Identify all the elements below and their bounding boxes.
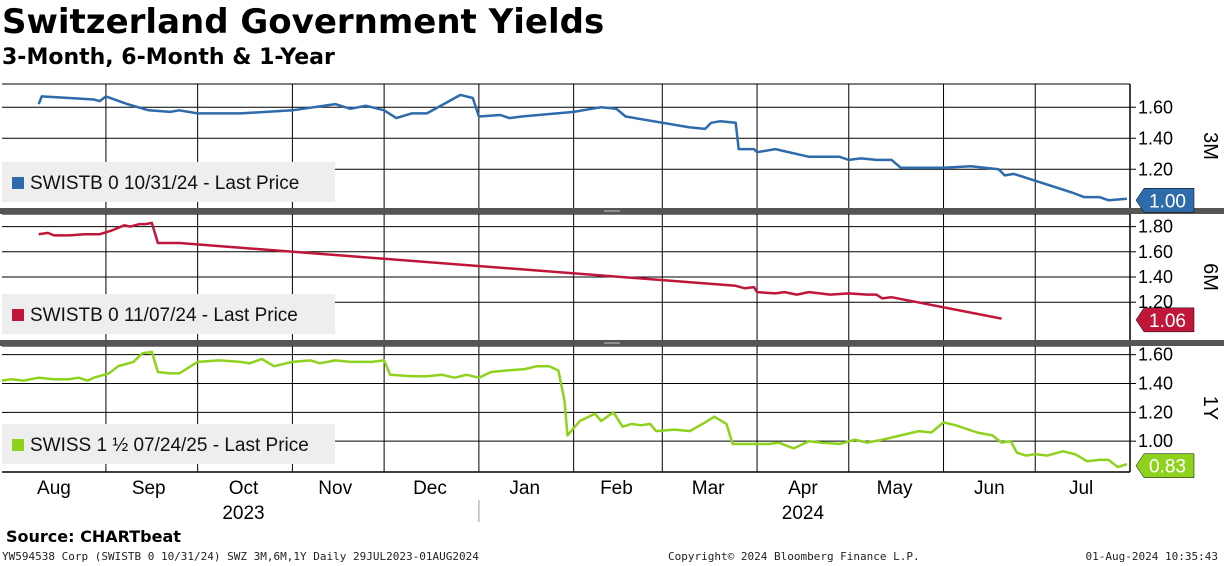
y-tick-label: 1.60 xyxy=(1138,242,1173,262)
month-tick-label: Apr xyxy=(788,478,818,499)
month-tick-label: Jan xyxy=(509,478,540,499)
month-tick-label: Sep xyxy=(132,478,166,499)
panel-axis-label: 3M xyxy=(1199,132,1221,160)
legend-box xyxy=(2,424,335,464)
last-value-badge xyxy=(1135,307,1195,333)
y-tick-label: 1.40 xyxy=(1138,373,1173,393)
month-tick-label: May xyxy=(877,478,913,499)
month-tick-label: Mar xyxy=(692,478,725,499)
y-tick-label: 1.60 xyxy=(1138,97,1173,117)
footer-copyright: Copyright© 2024 Bloomberg Finance L.P. xyxy=(668,550,920,563)
series-line-1y xyxy=(1,350,1128,469)
legend-box xyxy=(2,294,335,334)
year-tick-label: 2024 xyxy=(782,503,825,524)
legend-label: SWISTB 0 11/07/24 - Last Price xyxy=(30,305,298,326)
footer-ticker: YW594538 Corp (SWISTB 0 10/31/24) SWZ 3M… xyxy=(2,550,479,563)
y-tick-label: 1.20 xyxy=(1138,159,1173,179)
y-tick-label: 1.80 xyxy=(1138,217,1173,237)
page-title: Switzerland Government Yields xyxy=(2,2,605,42)
y-tick-label: 1.60 xyxy=(1138,345,1173,365)
last-value-label: 1.06 xyxy=(1149,311,1186,332)
legend-swatch xyxy=(12,177,24,189)
y-tick-label: 1.40 xyxy=(1138,128,1173,148)
last-value-label: 1.00 xyxy=(1149,191,1186,212)
panel-axis-label: 1Y xyxy=(1199,396,1221,420)
month-tick-label: Dec xyxy=(413,478,447,499)
month-tick-label: Jul xyxy=(1069,478,1093,499)
legend-swatch xyxy=(12,309,24,321)
last-value-label: 0.83 xyxy=(1149,457,1186,478)
y-tick-label: 1.00 xyxy=(1138,431,1173,451)
series-line-3m xyxy=(37,93,1128,202)
y-tick-label: 1.20 xyxy=(1138,402,1173,422)
y-tick-label: 1.20 xyxy=(1138,292,1173,312)
panel-axis-label: 6M xyxy=(1199,263,1221,291)
legend-box xyxy=(2,162,335,202)
page-subtitle: 3-Month, 6-Month & 1-Year xyxy=(2,45,335,70)
month-tick-label: Nov xyxy=(318,478,352,499)
legend-swatch xyxy=(12,439,24,451)
legend-label: SWISTB 0 10/31/24 - Last Price xyxy=(30,173,299,194)
last-value-badge xyxy=(1135,188,1195,213)
last-value-badge xyxy=(1135,453,1195,478)
legend-label: SWISS 1 ½ 07/24/25 - Last Price xyxy=(30,435,309,456)
month-tick-label: Jun xyxy=(974,478,1005,499)
footer-timestamp: 01-Aug-2024 10:35:43 xyxy=(1085,550,1218,563)
month-tick-label: Feb xyxy=(600,478,633,499)
series-line-6m xyxy=(38,221,1002,320)
year-tick-label: 2023 xyxy=(222,503,264,524)
source-note: Source: CHARTbeat xyxy=(6,527,181,546)
month-tick-label: Oct xyxy=(229,478,259,499)
month-tick-label: Aug xyxy=(37,478,71,499)
y-tick-label: 1.40 xyxy=(1138,267,1173,287)
